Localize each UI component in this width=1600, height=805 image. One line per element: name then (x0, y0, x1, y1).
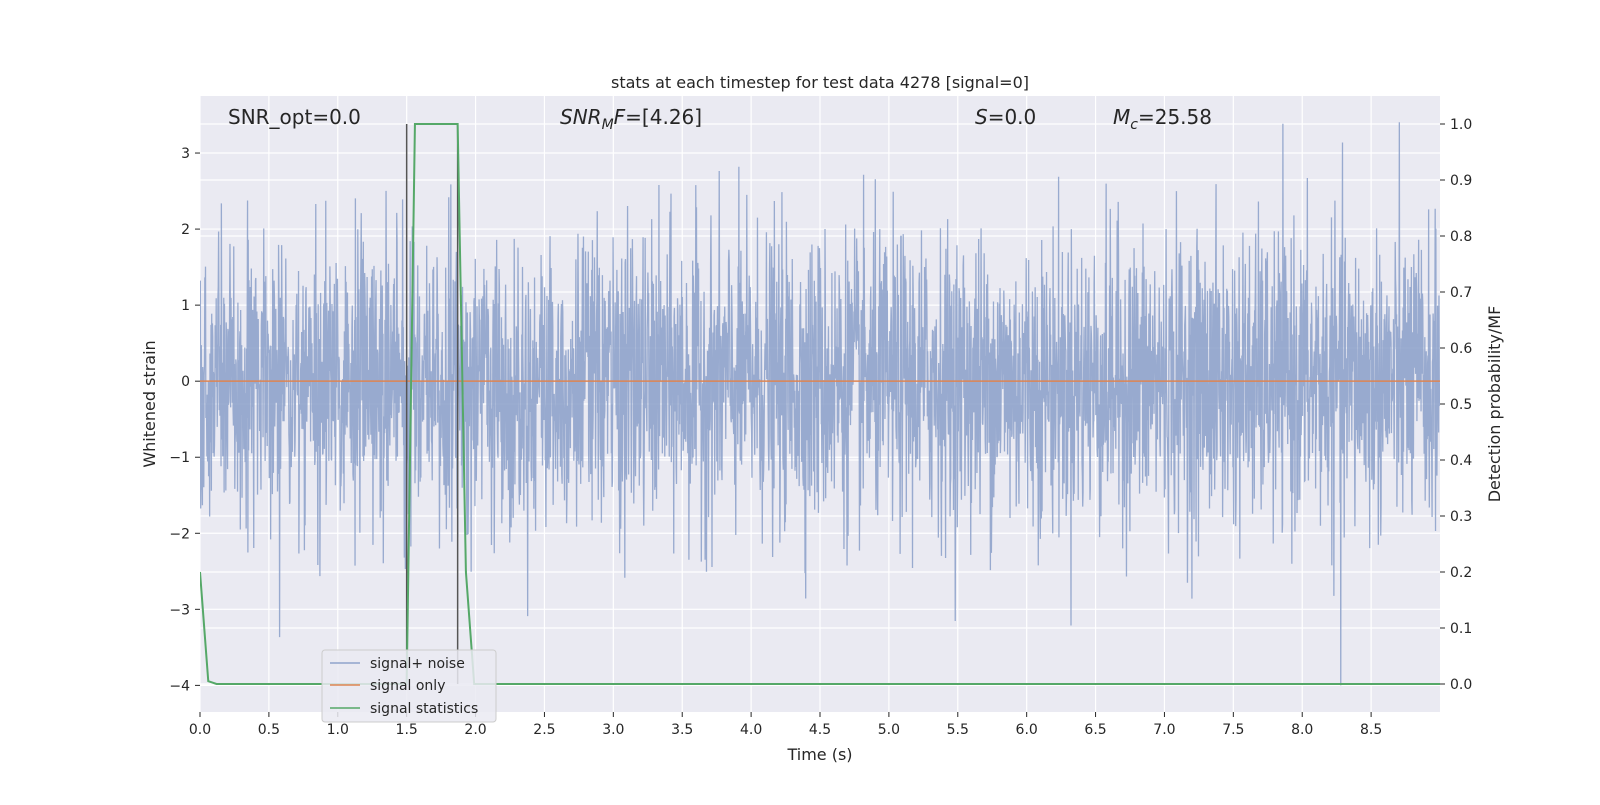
annotation-mc: Mc=25.58 (1113, 105, 1212, 133)
legend-label-signal-noise: signal+ noise (370, 656, 465, 672)
legend: signal+ noise signal only signal statist… (321, 649, 497, 723)
y-tick-label: −4 (169, 678, 190, 694)
vertical-markers (405, 124, 459, 684)
x-tick-label: 4.5 (809, 722, 831, 738)
signal-statistics-line (200, 123, 1440, 685)
annotation-snr-opt: SNR_opt=0.0 (228, 105, 361, 129)
x-tick-label: 3.5 (671, 722, 693, 738)
x-tick-label: 1.0 (327, 722, 349, 738)
x-tick-label: 2.0 (464, 722, 486, 738)
y2-tick-label: 0.8 (1450, 229, 1472, 245)
y2-tick-label: 0.4 (1450, 453, 1472, 469)
y-axis-label: Whitened strain (140, 340, 159, 467)
y-tick-label: 3 (181, 146, 190, 162)
x-tick-label: 1.5 (396, 722, 418, 738)
x-tick-label: 6.5 (1084, 722, 1106, 738)
y-tick-label: 2 (181, 222, 190, 238)
annotation-snr-mf-subscript: M (602, 117, 614, 133)
annotation-snr-mf-symbol: SNR (560, 105, 602, 129)
y2-tick-label: 0.3 (1450, 509, 1472, 525)
x-tick-label: 3.0 (602, 722, 624, 738)
annotation-mc-symbol: M (1113, 105, 1130, 129)
x-tick-label: 0.0 (189, 722, 211, 738)
x-tick-label: 0.5 (258, 722, 280, 738)
annotation-s: S=0.0 (975, 105, 1036, 129)
x-tick-label: 2.5 (533, 722, 555, 738)
x-axis-ticks: 0.0 0.5 1.0 1.5 2.0 2.5 3.0 3.5 4.0 4.5 5.0 5.5 6.0 6… (189, 712, 1382, 738)
x-tick-label: 8.0 (1291, 722, 1313, 738)
y2-tick-label: 1.0 (1450, 117, 1472, 133)
x-axis-label: Time (s) (786, 745, 852, 764)
annotation-s-value: =0.0 (988, 105, 1037, 129)
y2-axis-ticks: 1.0 0.9 0.8 0.7 0.6 0.5 0.4 0.3 0.2 0.1 0.0 (1440, 117, 1472, 693)
y-tick-label: −3 (169, 602, 190, 618)
y2-tick-label: 0.0 (1450, 677, 1472, 693)
legend-box (321, 649, 497, 723)
y-tick-label: 1 (181, 298, 190, 314)
annotation-s-symbol: S (975, 105, 988, 129)
signal-statistics-trace (200, 123, 1440, 685)
annotation-mc-value: =25.58 (1138, 105, 1212, 129)
x-tick-label: 4.0 (740, 722, 762, 738)
annotation-snr-mf: SNRMF=[4.26] (560, 105, 702, 133)
y-axis-ticks: 3 2 1 0 −1 −2 −3 −4 (169, 146, 200, 694)
y-tick-label: −2 (169, 526, 190, 542)
y2-axis-label: Detection probability/MF (1485, 306, 1504, 503)
y2-tick-label: 0.5 (1450, 397, 1472, 413)
chart-title: stats at each timestep for test data 427… (611, 73, 1029, 92)
x-tick-label: 6.0 (1016, 722, 1038, 738)
x-tick-label: 5.0 (878, 722, 900, 738)
annotation-snr-mf-value: =[4.26] (625, 105, 702, 129)
y-tick-label: 0 (181, 374, 190, 390)
y2-tick-label: 0.2 (1450, 565, 1472, 581)
y2-tick-label: 0.9 (1450, 173, 1472, 189)
y2-tick-label: 0.1 (1450, 621, 1472, 637)
y-tick-label: −1 (169, 450, 190, 466)
annotation-snr-mf-f: F (614, 105, 626, 129)
x-tick-label: 7.5 (1222, 722, 1244, 738)
legend-label-signal-only: signal only (370, 678, 445, 694)
x-tick-label: 5.5 (947, 722, 969, 738)
y2-tick-label: 0.6 (1450, 341, 1472, 357)
x-tick-label: 8.5 (1360, 722, 1382, 738)
legend-label-signal-statistics: signal statistics (370, 701, 478, 717)
y2-tick-label: 0.7 (1450, 285, 1472, 301)
x-tick-label: 7.0 (1153, 722, 1175, 738)
annotation-mc-subscript: c (1130, 117, 1138, 133)
